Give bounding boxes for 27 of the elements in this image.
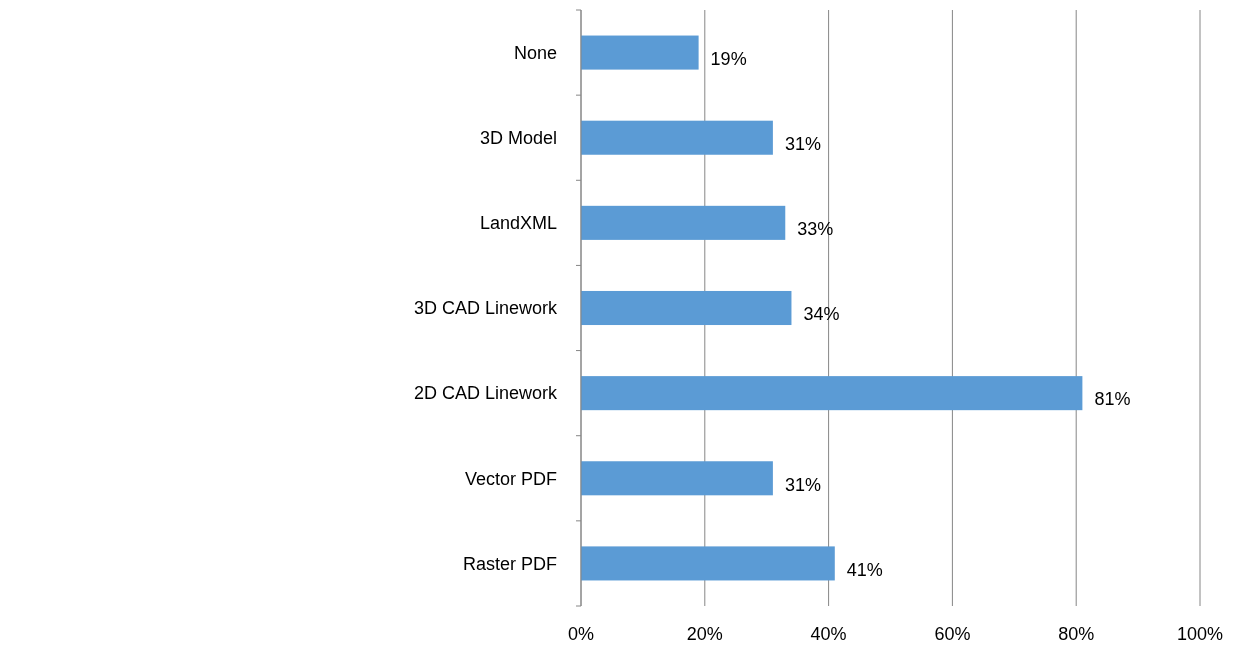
data-label: 41%	[846, 559, 883, 580]
x-tick-label: 20%	[686, 624, 723, 644]
data-label: 33%	[797, 219, 834, 240]
y-tick-label: 3D CAD Linework	[413, 298, 558, 319]
y-tick-label: Vector PDF	[464, 468, 557, 489]
x-tick-label: 40%	[810, 624, 847, 644]
y-tick-label: LandXML	[479, 213, 557, 234]
y-tick-label: Raster PDF	[462, 553, 557, 574]
data-label: 34%	[803, 304, 840, 325]
bar	[581, 290, 792, 326]
x-tick-label: 60%	[934, 624, 971, 644]
bar	[581, 205, 786, 240]
bar	[581, 546, 835, 581]
y-tick-label: 2D CAD Linework	[413, 383, 558, 404]
y-tick-label: 3D Model	[479, 128, 557, 149]
bar	[581, 376, 1083, 411]
data-label: 81%	[1094, 389, 1131, 410]
bar	[581, 461, 773, 496]
data-label: 31%	[784, 474, 821, 495]
bar	[581, 120, 773, 155]
bar	[581, 35, 699, 70]
x-tick-label: 80%	[1058, 624, 1095, 644]
data-label: 31%	[784, 134, 821, 155]
x-tick-label: 100%	[1176, 624, 1224, 644]
data-label: 19%	[710, 48, 747, 69]
y-tick-label: None	[513, 42, 557, 63]
x-tick-label: 0%	[567, 624, 595, 644]
